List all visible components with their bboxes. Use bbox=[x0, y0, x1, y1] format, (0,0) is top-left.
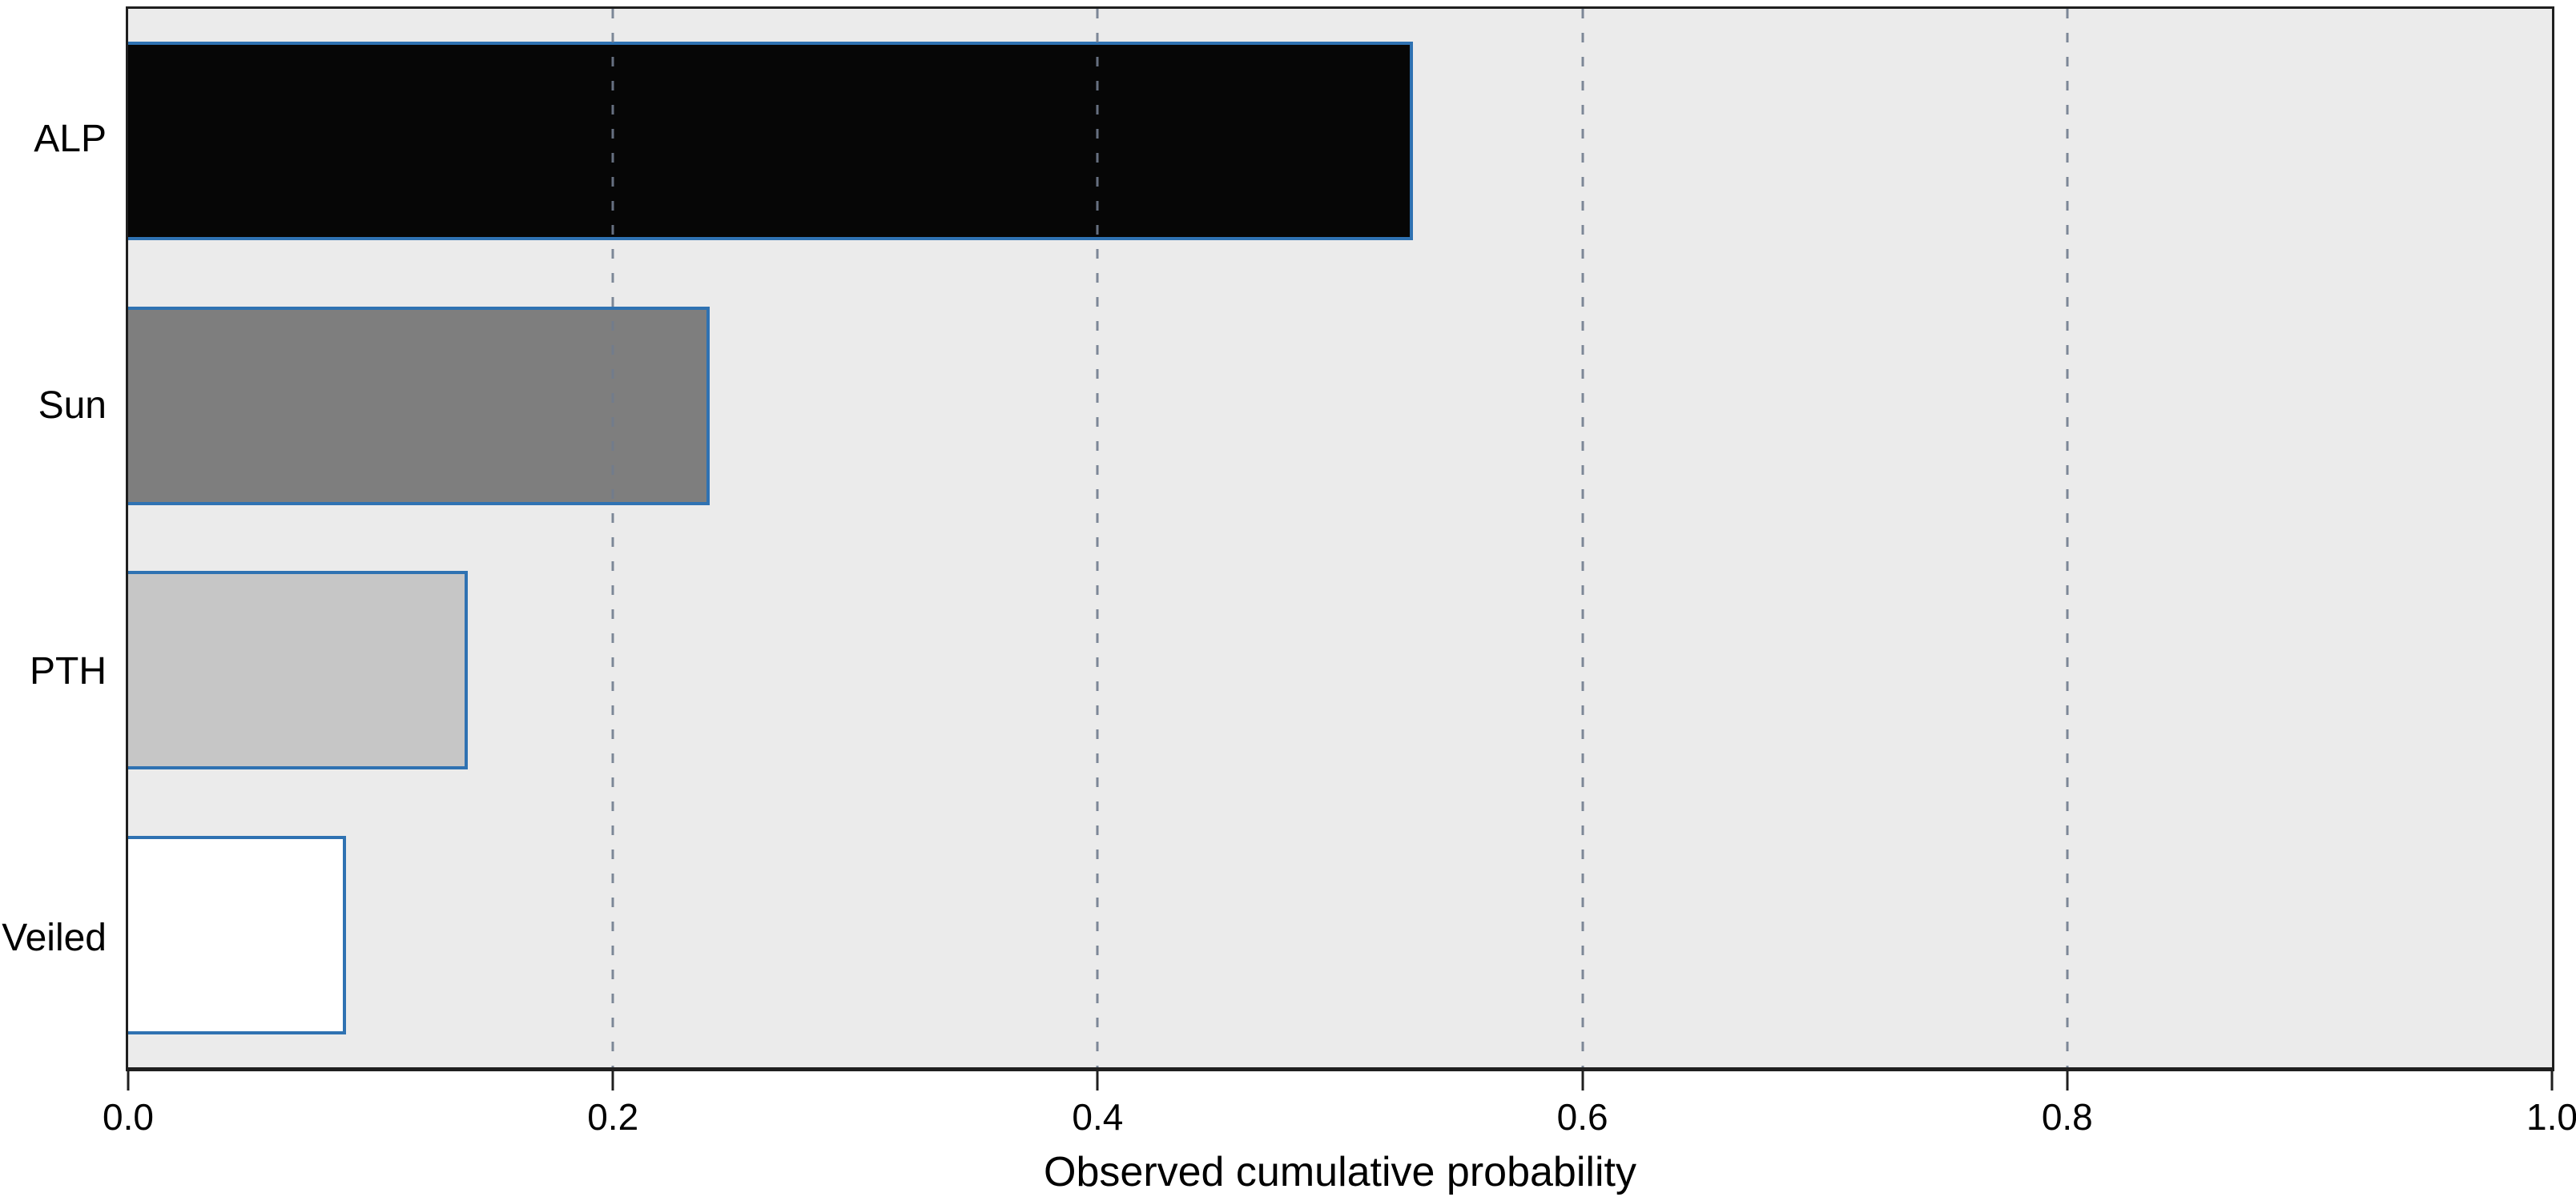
x-tick-label-0.2: 0.2 bbox=[587, 1096, 639, 1138]
x-tick-label-0.6: 0.6 bbox=[1556, 1096, 1608, 1138]
x-tick-0.2 bbox=[611, 1071, 614, 1091]
x-axis-tick-marks bbox=[127, 1071, 2554, 1092]
y-label-veiled: Veiled bbox=[2, 916, 107, 959]
x-tick-label-1.0: 1.0 bbox=[2526, 1096, 2576, 1138]
x-tick-label-0.4: 0.4 bbox=[1072, 1096, 1124, 1138]
bar-series bbox=[128, 9, 2552, 1067]
bar-alp bbox=[128, 42, 1413, 241]
x-tick-0.8 bbox=[2066, 1071, 2069, 1091]
y-label-alp: ALP bbox=[34, 118, 107, 161]
bar-pth bbox=[128, 571, 468, 770]
bar-row-sun bbox=[128, 274, 2552, 539]
x-axis-label: Observed cumulative probability bbox=[1044, 1149, 1636, 1195]
plot-area bbox=[126, 6, 2554, 1071]
x-tick-0.4 bbox=[1096, 1071, 1099, 1091]
y-label-sun: Sun bbox=[38, 384, 107, 427]
x-tick-1.0 bbox=[2550, 1071, 2554, 1091]
x-tick-label-0.8: 0.8 bbox=[2041, 1096, 2093, 1138]
x-axis-tick-labels: 0.0 0.2 0.4 0.6 0.8 1.0 bbox=[103, 1096, 2576, 1140]
bar-veiled bbox=[128, 835, 347, 1034]
x-tick-label-0.0: 0.0 bbox=[103, 1096, 154, 1138]
y-label-pth: PTH bbox=[30, 650, 107, 693]
bar-row-veiled bbox=[128, 803, 2552, 1068]
x-tick-0.6 bbox=[1581, 1071, 1584, 1091]
bar-row-pth bbox=[128, 538, 2552, 803]
bar-row-alp bbox=[128, 9, 2552, 274]
bar-sun bbox=[128, 306, 710, 505]
x-tick-0.0 bbox=[127, 1071, 130, 1091]
y-axis-category-labels: ALP Sun PTH Veiled bbox=[0, 6, 126, 1071]
